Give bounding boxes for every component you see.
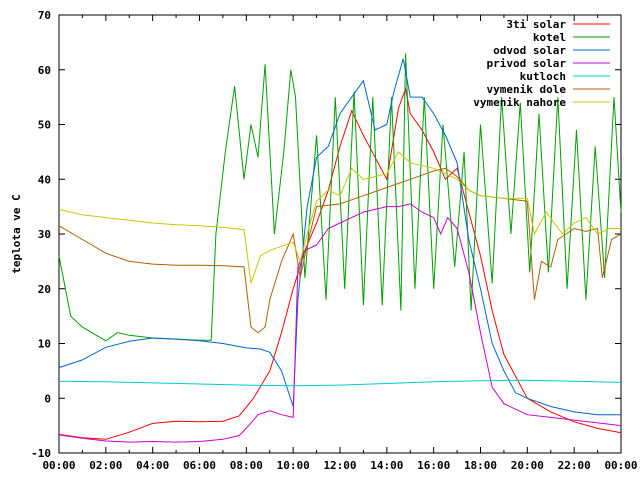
series-lines <box>58 53 622 443</box>
legend-label: kotel <box>533 31 566 44</box>
y-tick-label: 30 <box>38 228 51 241</box>
series-line-privod-solar <box>58 203 622 443</box>
series-line-kutloch <box>58 379 622 387</box>
axis-ticks <box>58 14 622 454</box>
y-tick-label: 10 <box>38 338 51 351</box>
legend-label: kutloch <box>520 70 566 83</box>
legend-label: vymenik dole <box>487 83 567 96</box>
x-tick-label: 02:00 <box>89 459 122 472</box>
y-tick-label: 60 <box>38 64 51 77</box>
y-tick-label: 70 <box>38 9 51 22</box>
x-tick-label: 08:00 <box>230 459 263 472</box>
legend-label: odvod solar <box>493 44 566 57</box>
y-tick-label: 20 <box>38 283 51 296</box>
x-tick-label: 14:00 <box>370 459 403 472</box>
y-tick-label: 50 <box>38 119 51 132</box>
y-tick-label: 40 <box>38 173 51 186</box>
y-tick-label: -10 <box>31 447 51 460</box>
series-line-kotel <box>58 53 622 342</box>
x-tick-label: 00:00 <box>42 459 75 472</box>
x-tick-label: 06:00 <box>183 459 216 472</box>
series-line-vymenik-dole <box>58 167 622 334</box>
x-tick-label: 00:00 <box>604 459 637 472</box>
x-tick-label: 10:00 <box>277 459 310 472</box>
y-tick-label: 0 <box>44 392 51 405</box>
legend-label: 3ti solar <box>506 18 566 31</box>
y-axis-title: teplota ve C <box>10 194 23 273</box>
series-line-odvod-solar <box>58 58 621 416</box>
legend-label: vymenik nahore <box>473 96 566 109</box>
x-tick-label: 16:00 <box>417 459 450 472</box>
x-tick-label: 04:00 <box>136 459 169 472</box>
x-tick-label: 12:00 <box>323 459 356 472</box>
x-tick-label: 22:00 <box>558 459 591 472</box>
legend-label: privod solar <box>487 57 567 70</box>
y-tick-labels: -10 0 10 20 30 40 50 60 70 <box>31 9 51 460</box>
x-tick-labels: 00:00 02:00 04:00 06:00 08:00 10:00 12:00 14:00… <box>42 459 637 472</box>
x-tick-label: 18:00 <box>464 459 497 472</box>
x-tick-label: 20:00 <box>511 459 544 472</box>
series-line-vymenik-nahore <box>58 151 621 284</box>
series-line-3ti-solar <box>58 87 622 440</box>
